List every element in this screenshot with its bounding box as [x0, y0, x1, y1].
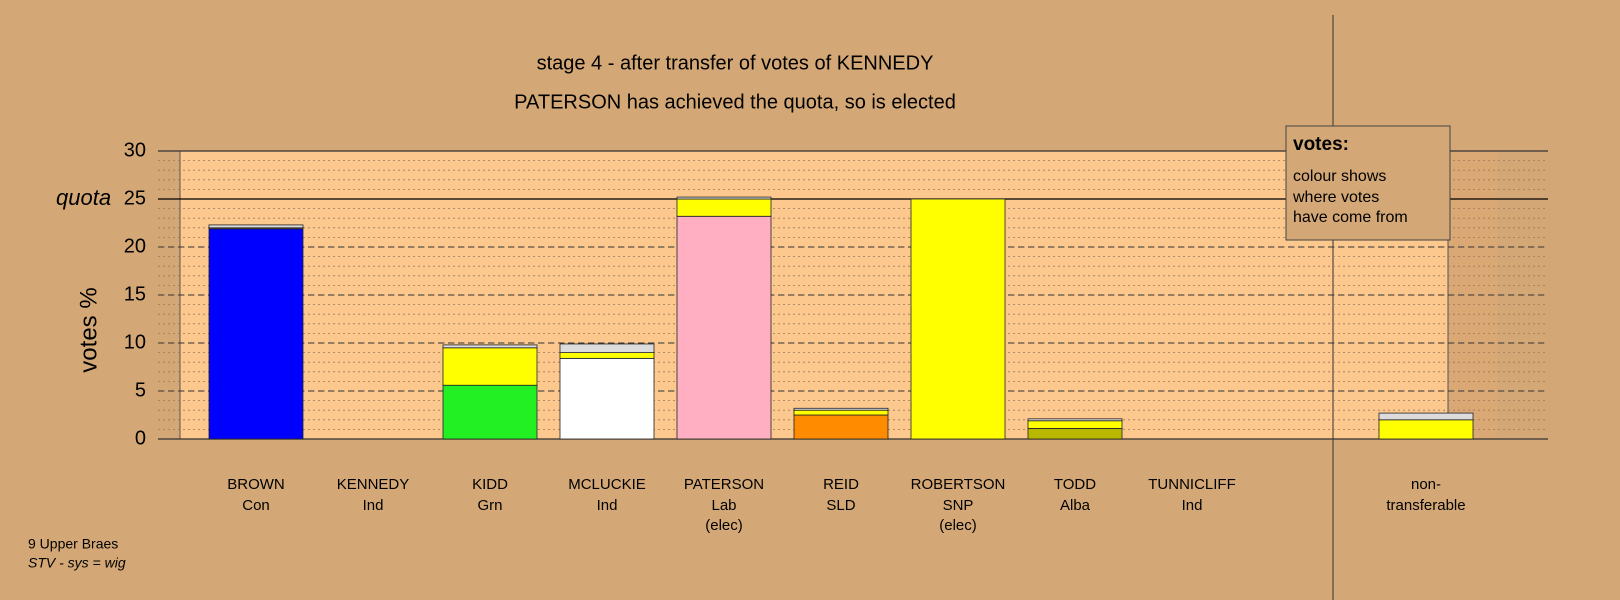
- y-tick-label: 15: [124, 283, 146, 305]
- x-tick-label: KENNEDY: [337, 476, 410, 493]
- x-tick-party: Lab: [711, 497, 736, 514]
- chart-title: stage 4 - after transfer of votes of KEN…: [537, 52, 934, 74]
- quota-label: quota: [56, 185, 111, 210]
- bar-segment: [442, 347, 538, 386]
- bar-segment: [208, 224, 304, 229]
- x-tick-party: Ind: [363, 497, 384, 514]
- bar-segment: [559, 343, 655, 353]
- x-tick-label: BROWN: [227, 476, 285, 493]
- x-tick-label: ROBERTSON: [911, 476, 1006, 493]
- x-tick-party: Ind: [597, 497, 618, 514]
- x-tick-label: TODD: [1054, 476, 1096, 493]
- bar-segment: [442, 384, 538, 440]
- bar-segment: [676, 198, 772, 217]
- bar-segment: [1378, 412, 1474, 421]
- y-tick-label: 0: [135, 427, 146, 449]
- x-tick-label: TUNNICLIFF: [1148, 476, 1236, 493]
- bar-segment: [1027, 418, 1123, 422]
- info-box: [1285, 125, 1451, 241]
- x-tick-label: REID: [823, 476, 859, 493]
- y-tick-label: 5: [135, 379, 146, 401]
- bar-segment: [559, 352, 655, 359]
- info-box-line: colour shows: [1293, 168, 1386, 185]
- bar-segment: [559, 357, 655, 440]
- x-tick-status: (elec): [705, 517, 743, 534]
- x-tick-party: transferable: [1386, 497, 1465, 514]
- x-tick-party: Ind: [1182, 497, 1203, 514]
- x-tick-party: Grn: [477, 497, 502, 514]
- bar-segment: [442, 344, 538, 349]
- info-box-title: votes:: [1293, 134, 1349, 155]
- bar-segment: [793, 409, 889, 416]
- x-tick-party: Con: [242, 497, 270, 514]
- x-tick-label: non-: [1411, 476, 1441, 493]
- bar-segment: [793, 414, 889, 440]
- y-tick-label: 10: [124, 331, 146, 353]
- bar-segment: [676, 215, 772, 440]
- bar-segment: [1027, 428, 1123, 440]
- y-tick-label: 25: [124, 187, 146, 209]
- bar-segment: [1378, 419, 1474, 440]
- x-tick-party: SLD: [826, 497, 855, 514]
- footer-line: 9 Upper Braes: [28, 536, 118, 552]
- info-box-line: have come from: [1293, 209, 1408, 226]
- x-tick-party: Alba: [1060, 497, 1091, 514]
- bar-segment: [793, 407, 889, 411]
- y-axis-label: votes %: [75, 287, 102, 372]
- x-tick-label: KIDD: [472, 476, 508, 493]
- info-box-line: where votes: [1292, 189, 1379, 206]
- x-tick-status: (elec): [939, 517, 977, 534]
- x-tick-label: MCLUCKIE: [568, 476, 646, 493]
- bar-segment: [208, 228, 304, 440]
- bar-segment: [1027, 420, 1123, 429]
- x-tick-party: SNP: [943, 497, 974, 514]
- chart-subtitle: PATERSON has achieved the quota, so is e…: [514, 91, 956, 113]
- y-tick-label: 30: [124, 139, 146, 161]
- bar-segment: [910, 198, 1006, 440]
- x-tick-label: PATERSON: [684, 476, 764, 493]
- y-tick-label: 20: [124, 235, 146, 257]
- footer-line: STV - sys = wig: [28, 555, 126, 571]
- bar-segment: [676, 196, 772, 200]
